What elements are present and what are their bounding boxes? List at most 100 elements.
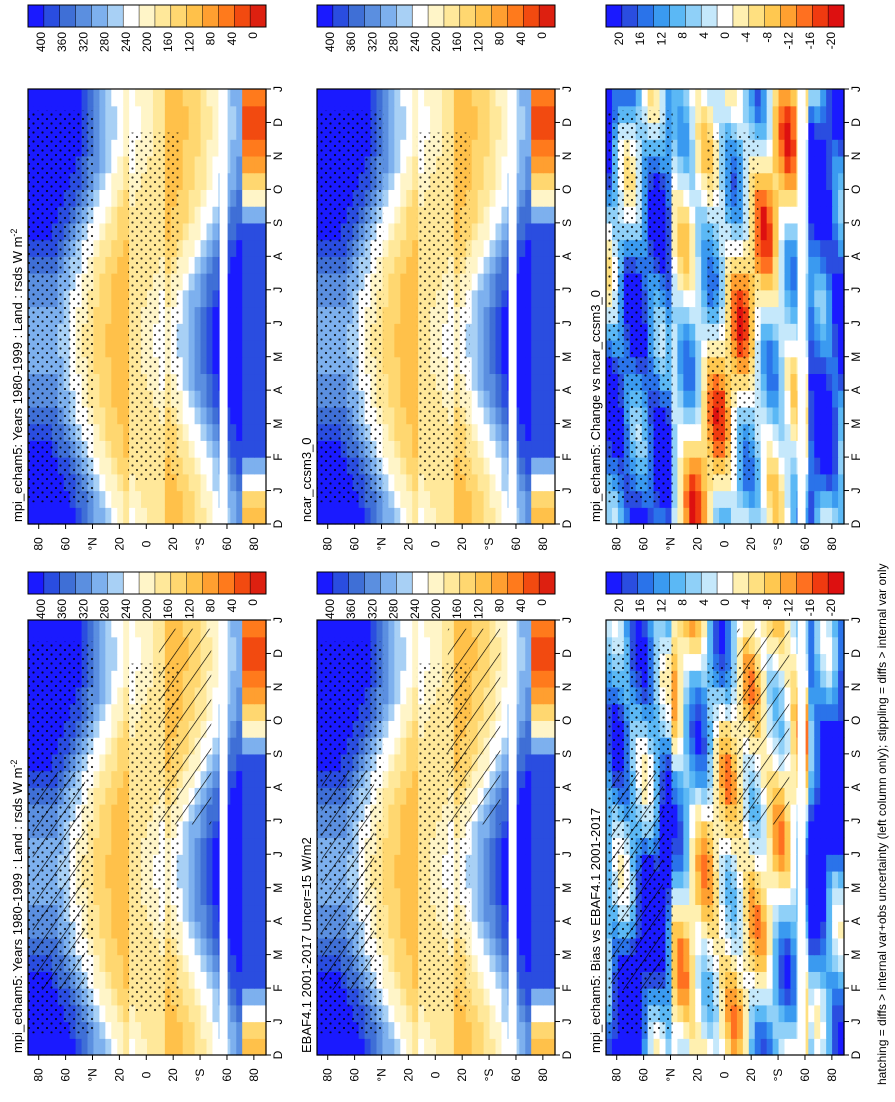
heat-cell <box>382 339 389 358</box>
colorbar-swatch <box>59 572 76 594</box>
heat-cell <box>236 770 243 788</box>
heat-cell <box>111 887 118 906</box>
heat-cell <box>677 937 684 956</box>
heat-cell <box>382 837 389 855</box>
heat-cell <box>489 971 497 989</box>
heat-cell <box>400 423 407 441</box>
heat-cell <box>254 653 261 671</box>
heat-cell <box>260 323 267 341</box>
heat-cell <box>394 887 401 906</box>
heat-cell <box>230 189 237 207</box>
heat-cell <box>501 787 508 805</box>
heat-cell <box>242 971 249 989</box>
heat-cell <box>242 737 249 755</box>
heat-cell <box>695 720 702 738</box>
colorbar-tick-label: 240 <box>119 32 133 52</box>
heat-cell <box>695 937 702 956</box>
colorbar-tick-label: 160 <box>161 32 175 52</box>
heat-cell <box>176 490 184 508</box>
heat-cell <box>400 440 407 458</box>
heat-cell <box>111 457 118 475</box>
heat-cell <box>406 787 413 805</box>
heat-cell <box>525 870 532 889</box>
heat-cell <box>260 356 267 375</box>
heat-cell <box>254 222 261 241</box>
heat-cell <box>87 1038 95 1056</box>
heat-cell <box>317 620 324 638</box>
heat-cell <box>808 770 815 788</box>
heat-cell <box>394 954 401 972</box>
heat-cell <box>93 122 100 140</box>
heat-cell <box>105 122 112 140</box>
heat-cell <box>99 490 106 508</box>
heat-cell <box>188 971 196 989</box>
heat-cell <box>382 670 389 688</box>
heat-cell <box>260 122 267 140</box>
heat-cell <box>814 737 821 755</box>
heat-cell <box>495 356 503 375</box>
heat-cell <box>531 820 538 839</box>
heat-cell <box>790 971 797 989</box>
heat-cell <box>248 122 255 140</box>
heat-cell <box>537 737 544 755</box>
heat-cell <box>248 89 255 107</box>
heat-cell <box>230 921 237 939</box>
heat-cell <box>790 670 797 688</box>
heat-cell <box>206 1038 214 1056</box>
heat-cell <box>790 720 797 738</box>
heat-cell <box>671 720 678 738</box>
heat-cell <box>471 356 479 375</box>
heat-cell <box>519 670 526 688</box>
heat-cell <box>772 921 780 939</box>
heat-cell <box>513 837 520 855</box>
heat-cell <box>236 473 243 492</box>
heat-cell <box>242 222 249 241</box>
heat-cell <box>826 971 833 989</box>
heat-cell <box>525 620 532 638</box>
heat-cell <box>802 837 809 855</box>
heat-cell <box>406 1021 413 1039</box>
heat-cell <box>242 954 249 972</box>
heat-cell <box>683 887 690 906</box>
heat-cell <box>701 1021 708 1039</box>
heat-cell <box>388 804 395 822</box>
heat-cell <box>820 1004 827 1023</box>
heat-cell <box>537 440 544 458</box>
heat-cell <box>400 737 407 755</box>
heat-cell <box>695 787 702 805</box>
heat-cell <box>248 507 255 525</box>
heat-cell <box>778 988 786 1006</box>
heat-cell <box>158 490 166 508</box>
heat-cell <box>93 971 100 989</box>
heat-cell <box>537 507 544 525</box>
heat-cell <box>260 256 267 274</box>
heat-cell <box>334 620 342 638</box>
heat-cell <box>111 854 118 872</box>
heat-cell <box>394 1021 401 1039</box>
heat-cell <box>254 971 261 989</box>
heat-cell <box>501 440 508 458</box>
heat-cell <box>206 273 214 291</box>
heat-cell <box>242 406 249 425</box>
heat-cell <box>382 507 389 525</box>
heat-cell <box>105 239 112 257</box>
heat-cell <box>206 356 214 375</box>
heat-cell <box>677 653 684 671</box>
heat-cell <box>483 971 491 989</box>
heat-cell <box>483 457 491 475</box>
heat-cell <box>123 753 130 772</box>
heat-cell <box>525 971 532 989</box>
heat-cell <box>254 1021 261 1039</box>
heat-cell <box>152 105 160 124</box>
heat-cell <box>808 653 815 671</box>
heat-cell <box>394 720 401 738</box>
heat-cell <box>212 1021 219 1039</box>
heat-cell <box>248 155 255 174</box>
month-tick-label: A <box>271 386 285 394</box>
heat-cell <box>501 423 508 441</box>
heat-cell <box>248 390 255 408</box>
heat-cell <box>772 904 780 922</box>
heat-cell <box>328 1038 336 1056</box>
heat-cell <box>519 490 526 508</box>
heat-cell <box>406 804 413 822</box>
